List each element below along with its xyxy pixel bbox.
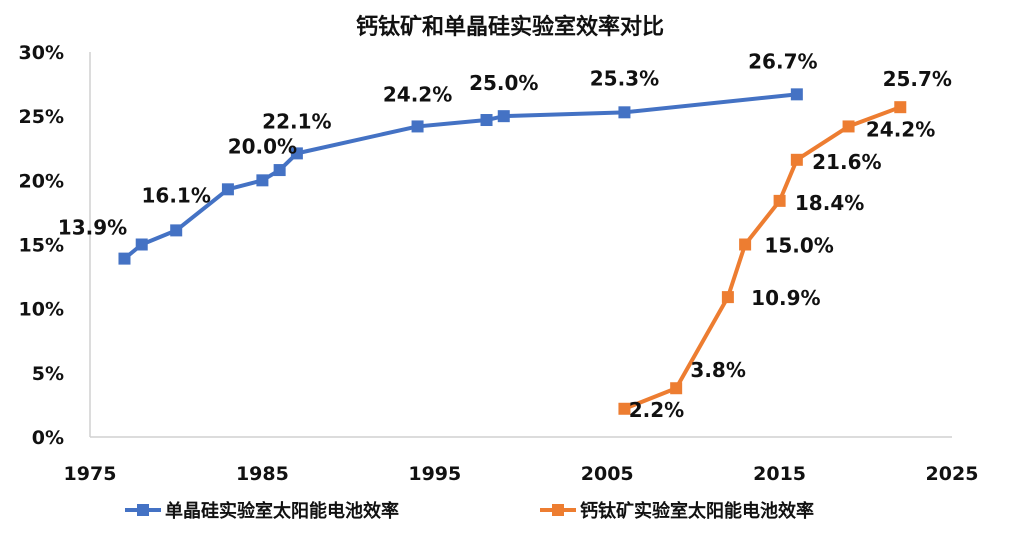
- series-line: [623, 105, 901, 411]
- data-point-marker: [273, 164, 286, 177]
- chart-title: 钙钛矿和单晶硅实验室效率对比: [356, 14, 664, 40]
- x-tick-label: 1995: [408, 463, 461, 485]
- data-label: 15.0%: [764, 234, 833, 258]
- data-point-marker: [411, 120, 424, 133]
- data-point-marker: [290, 147, 303, 160]
- data-label: 24.2%: [383, 82, 452, 106]
- data-label: 25.0%: [469, 71, 538, 95]
- legend-marker: [552, 504, 564, 516]
- x-tick-label: 1975: [64, 463, 117, 485]
- data-label: 2.2%: [629, 398, 684, 422]
- data-point-marker: [790, 88, 803, 101]
- data-point-marker: [618, 106, 631, 119]
- data-label: 26.7%: [748, 49, 817, 73]
- legend-marker: [137, 504, 149, 516]
- x-tick-label: 2005: [581, 463, 634, 485]
- x-tick-label: 2015: [753, 463, 806, 485]
- x-tick-label: 1985: [236, 463, 289, 485]
- data-point-marker: [773, 194, 786, 207]
- data-point-marker: [118, 252, 131, 265]
- legend: 单晶硅实验室太阳能电池效率 钙钛矿实验室太阳能电池效率: [125, 500, 814, 522]
- data-label: 24.2%: [866, 117, 935, 141]
- data-point-marker: [256, 174, 269, 187]
- data-point-marker: [721, 291, 734, 304]
- data-label: 25.7%: [883, 67, 952, 91]
- data-label: 13.9%: [58, 216, 127, 240]
- data-point-marker: [135, 238, 148, 251]
- data-label: 21.6%: [812, 150, 881, 174]
- data-point-marker: [221, 183, 234, 196]
- data-point-marker: [670, 382, 683, 395]
- data-label: 3.8%: [690, 358, 745, 382]
- series-line: [123, 92, 798, 261]
- data-label: 10.9%: [751, 286, 820, 310]
- data-point-marker: [480, 114, 493, 127]
- legend-label: 钙钛矿实验室太阳能电池效率: [580, 500, 814, 522]
- data-point-marker: [739, 238, 752, 251]
- data-label-layer: 13.9% 16.1% 20.0%22.1% 24.2% 25.0% 25.3% 26.7%…: [58, 49, 952, 421]
- data-point-marker: [618, 402, 631, 415]
- data-label: 16.1%: [142, 183, 211, 207]
- y-tick-label: 20%: [19, 170, 64, 192]
- y-tick-label: 10%: [19, 299, 64, 321]
- legend-label: 单晶硅实验室太阳能电池效率: [165, 500, 399, 522]
- data-label: 22.1%: [262, 109, 331, 133]
- y-tick-label: 0%: [32, 427, 64, 449]
- y-tick-label: 25%: [19, 106, 64, 128]
- data-label: 25.3%: [590, 66, 659, 90]
- data-point-marker: [842, 120, 855, 133]
- data-label: 18.4%: [795, 191, 864, 215]
- data-point-marker: [790, 153, 803, 166]
- y-tick-label: 5%: [32, 363, 64, 385]
- data-point-marker: [894, 101, 907, 114]
- y-tick-label: 15%: [19, 235, 64, 257]
- x-tick-label: 2025: [926, 463, 979, 485]
- series-layer: [118, 88, 907, 415]
- axes: 0% 5% 10% 15% 20% 25% 30% 1975 1985 1995 2005 2015 2…: [19, 42, 979, 485]
- data-label: 20.0%: [228, 134, 297, 158]
- y-tick-label: 30%: [19, 42, 64, 64]
- data-point-marker: [170, 224, 183, 237]
- data-point-marker: [497, 110, 510, 123]
